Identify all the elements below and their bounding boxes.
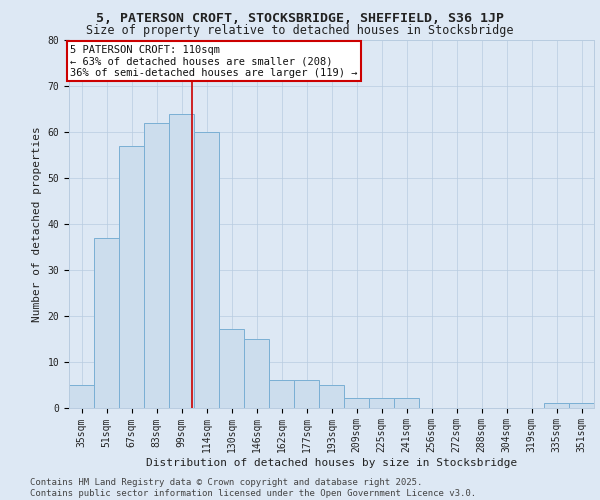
Bar <box>544 403 569 407</box>
Y-axis label: Number of detached properties: Number of detached properties <box>32 126 42 322</box>
Text: Size of property relative to detached houses in Stocksbridge: Size of property relative to detached ho… <box>86 24 514 37</box>
X-axis label: Distribution of detached houses by size in Stocksbridge: Distribution of detached houses by size … <box>146 458 517 468</box>
Bar <box>94 238 119 408</box>
Bar <box>144 122 169 408</box>
Bar <box>344 398 369 407</box>
Bar <box>119 146 144 408</box>
Text: Contains HM Land Registry data © Crown copyright and database right 2025.
Contai: Contains HM Land Registry data © Crown c… <box>30 478 476 498</box>
Bar <box>69 384 94 407</box>
Bar <box>194 132 219 407</box>
Bar <box>244 338 269 407</box>
Bar <box>369 398 394 407</box>
Text: 5, PATERSON CROFT, STOCKSBRIDGE, SHEFFIELD, S36 1JP: 5, PATERSON CROFT, STOCKSBRIDGE, SHEFFIE… <box>96 12 504 26</box>
Text: 5 PATERSON CROFT: 110sqm
← 63% of detached houses are smaller (208)
36% of semi-: 5 PATERSON CROFT: 110sqm ← 63% of detach… <box>70 44 358 78</box>
Bar <box>319 384 344 407</box>
Bar <box>169 114 194 408</box>
Bar <box>219 330 244 407</box>
Bar <box>294 380 319 407</box>
Bar <box>394 398 419 407</box>
Bar <box>269 380 294 407</box>
Bar <box>569 403 594 407</box>
